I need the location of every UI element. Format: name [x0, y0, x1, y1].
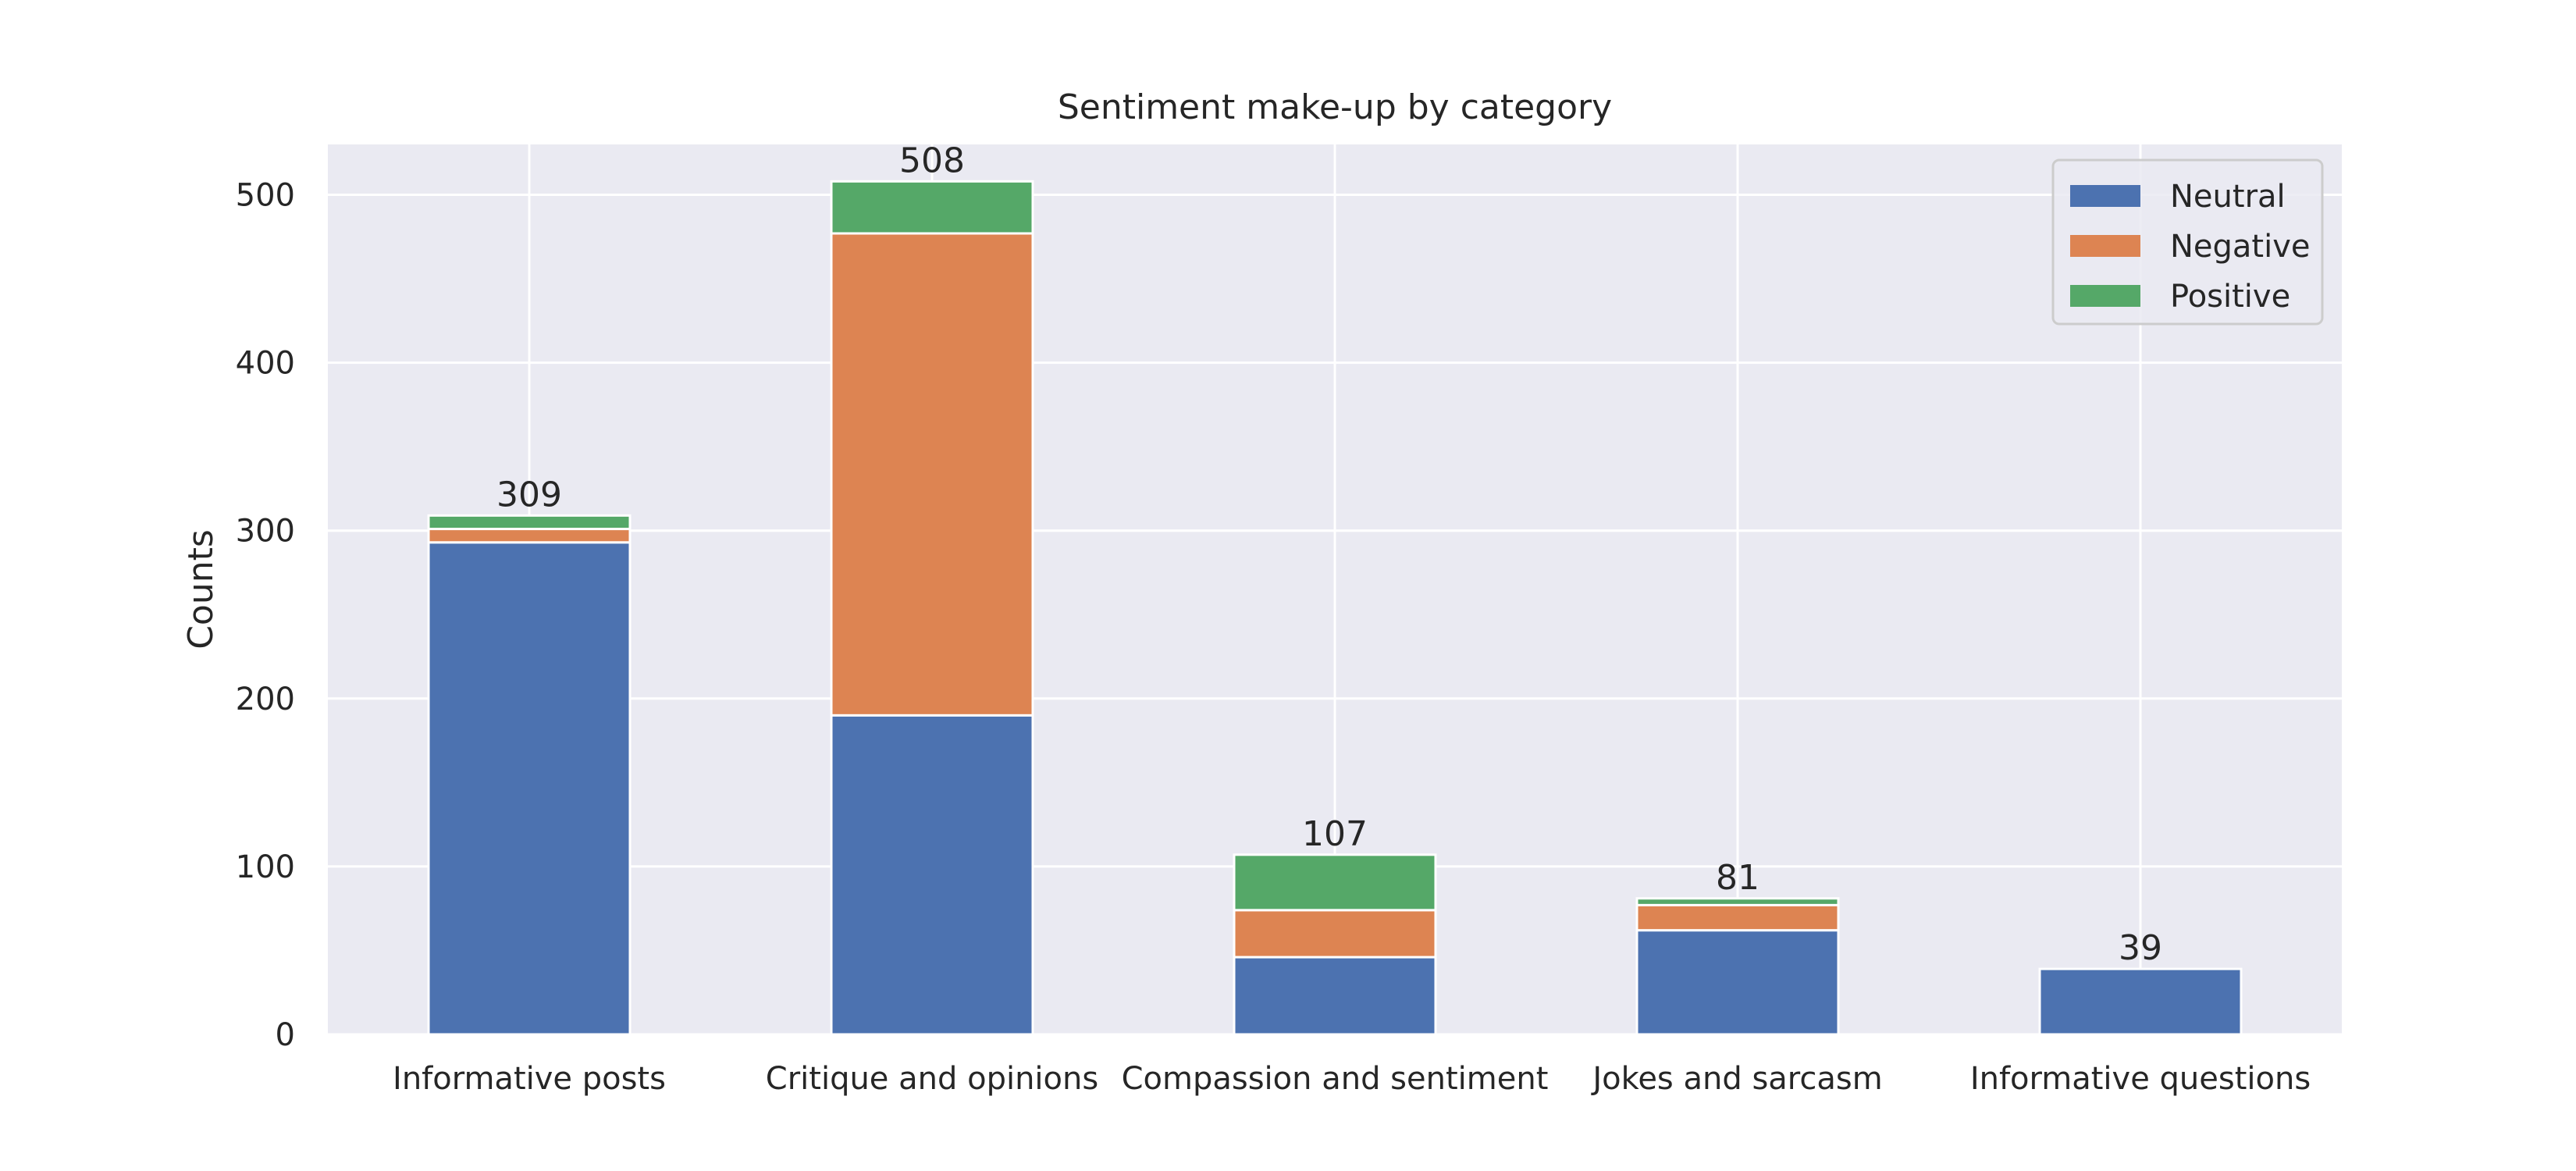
y-tick-label: 0 — [276, 1017, 295, 1053]
x-tick-label: Informative posts — [393, 1061, 666, 1097]
x-tick-label: Critique and opinions — [766, 1061, 1098, 1097]
legend: Neutral Negative Positive — [2051, 158, 2324, 326]
bars — [427, 180, 2243, 1036]
y-tick-label: 400 — [236, 346, 295, 382]
bar-segment-neutral — [830, 714, 1034, 1036]
bar-segment-negative — [830, 232, 1034, 717]
bar-segment-positive — [1635, 897, 1840, 906]
legend-label-negative: Negative — [2170, 229, 2311, 265]
legend-label-neutral: Neutral — [2170, 179, 2286, 215]
x-tick-label: Compassion and sentiment — [1122, 1061, 1549, 1097]
total-labels: 309 508 107 81 39 — [496, 141, 2162, 968]
bar-segment-positive — [1233, 853, 1437, 912]
legend-swatch-negative — [2070, 235, 2140, 257]
y-tick-label: 100 — [236, 849, 295, 885]
bar-segment-negative — [1233, 909, 1437, 959]
y-axis-ticks: 0 100 200 300 400 500 — [236, 178, 295, 1053]
y-tick-label: 200 — [236, 682, 295, 717]
y-tick-label: 300 — [236, 514, 295, 550]
x-tick-label: Informative questions — [1970, 1061, 2311, 1097]
bar-segment-neutral — [1233, 956, 1437, 1036]
x-axis-ticks: Informative posts Critique and opinions Co… — [393, 1061, 2311, 1097]
legend-swatch-positive — [2070, 285, 2140, 307]
legend-label-positive: Positive — [2170, 279, 2290, 315]
y-tick-label: 500 — [236, 178, 295, 214]
bar-total-label: 309 — [496, 475, 562, 514]
bar-segment-positive — [830, 180, 1034, 235]
bar-segment-negative — [427, 528, 632, 544]
x-tick-label: Jokes and sarcasm — [1590, 1061, 1882, 1097]
bar-segment-positive — [427, 514, 632, 531]
chart-title: Sentiment make-up by category — [1058, 87, 1612, 127]
bar-segment-negative — [1635, 903, 1840, 932]
bar-total-label: 81 — [1716, 858, 1759, 898]
legend-swatch-neutral — [2070, 185, 2140, 207]
bar-segment-neutral — [1635, 929, 1840, 1036]
bar-total-label: 508 — [899, 141, 965, 180]
bar-total-label: 39 — [2119, 928, 2162, 968]
bar-segment-neutral — [427, 541, 632, 1036]
bar-total-label: 107 — [1302, 814, 1368, 854]
bar-segment-neutral — [2038, 967, 2243, 1036]
y-axis-label: Counts — [181, 529, 221, 650]
